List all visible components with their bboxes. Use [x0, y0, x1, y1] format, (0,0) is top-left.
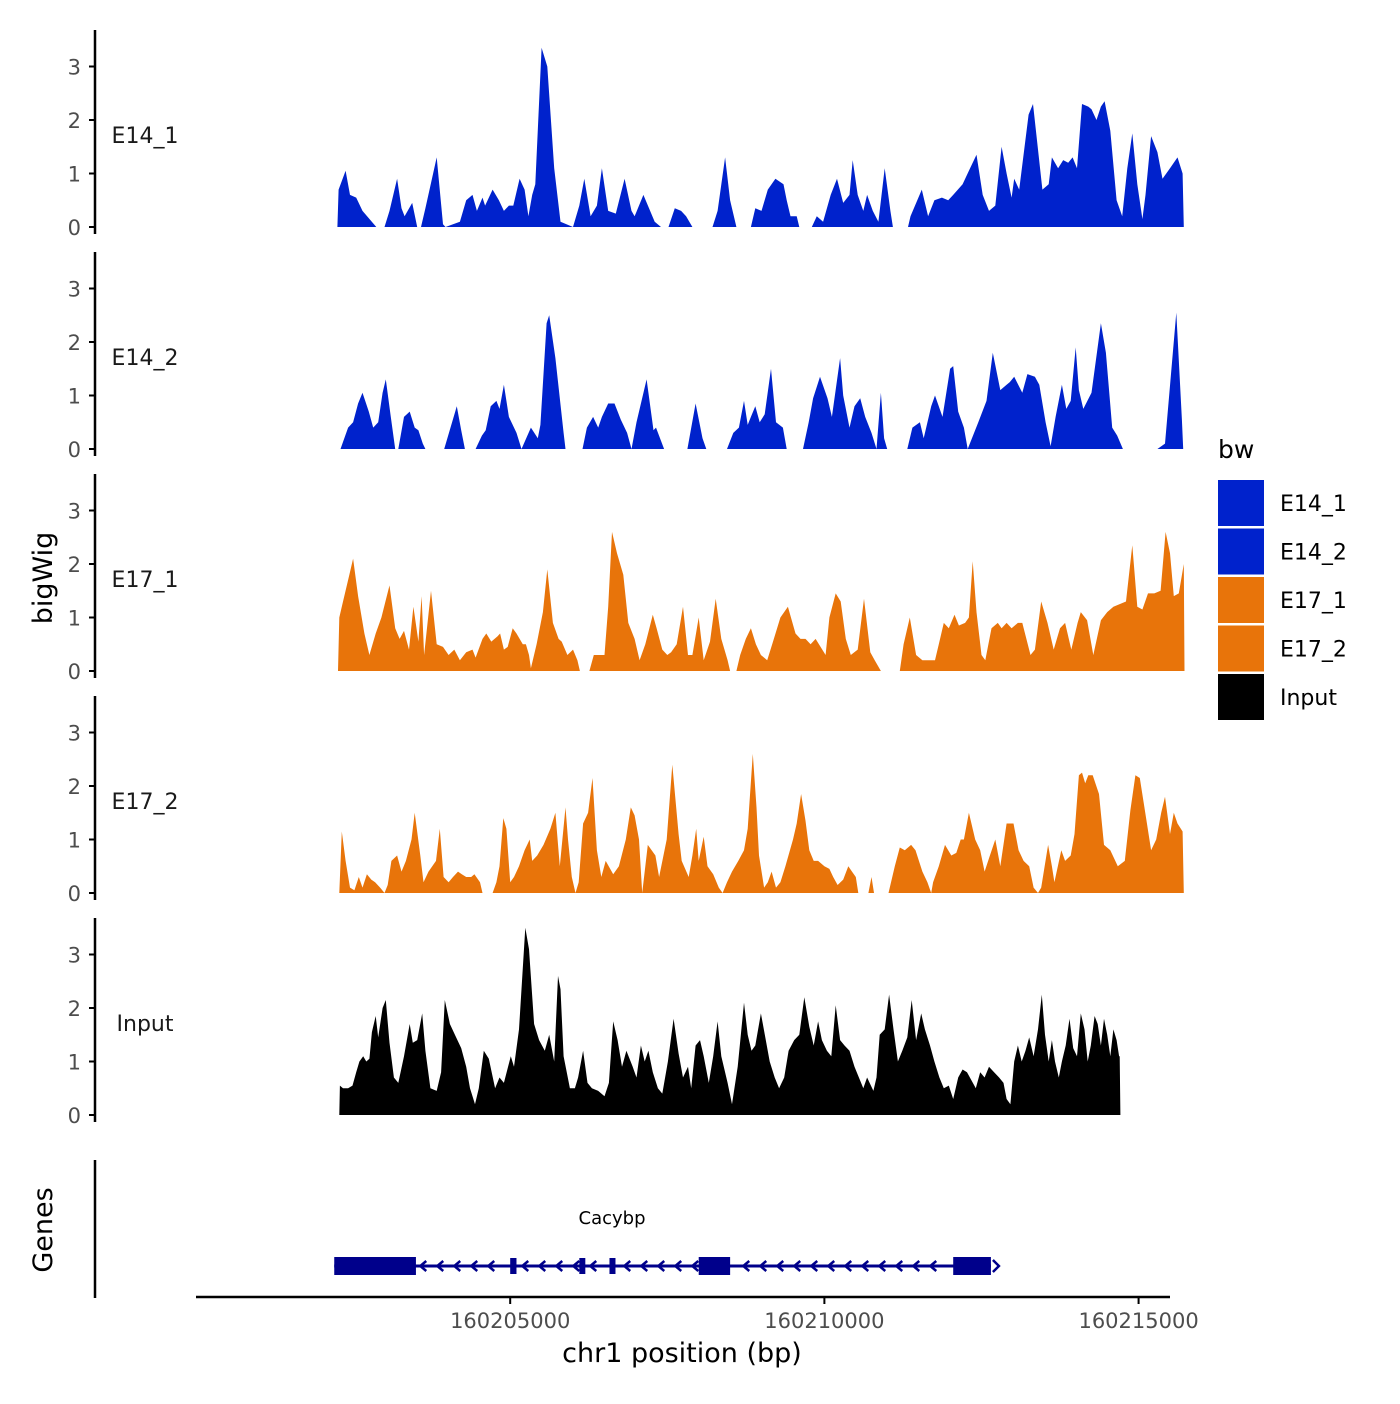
- strand-arrow: [928, 1260, 938, 1272]
- track-panel-Input: 0 1 2 3 Input: [68, 918, 1121, 1128]
- track-panel-E17_2: 0 1 2 3 E17_2: [68, 696, 1184, 906]
- strand-arrow: [554, 1260, 564, 1272]
- strand-arrow: [571, 1260, 581, 1272]
- strand-arrow: [486, 1260, 496, 1272]
- strand-arrow: [639, 1260, 649, 1272]
- y-tick-label: 1: [68, 607, 81, 631]
- y-tick-label: 3: [68, 944, 81, 968]
- strand-arrow: [690, 1260, 700, 1272]
- gene-exon: [698, 1257, 731, 1275]
- strand-arrow: [843, 1260, 853, 1272]
- track-label-E14_2: E14_2: [112, 346, 179, 371]
- strand-arrow: [673, 1260, 683, 1272]
- track-panel-E14_1: 0 1 2 3 E14_1: [68, 30, 1184, 240]
- strand-arrow: [860, 1260, 870, 1272]
- track-label-E14_1: E14_1: [112, 124, 179, 149]
- gene-exon: [609, 1258, 616, 1274]
- y-tick-label: 0: [68, 438, 81, 462]
- legend-label-E17_2: E17_2: [1280, 638, 1347, 663]
- strand-arrow: [775, 1260, 785, 1272]
- legend-label-E17_1: E17_1: [1280, 589, 1347, 614]
- legend-swatch-E17_2: [1218, 625, 1264, 672]
- gene-exon: [953, 1257, 991, 1275]
- genes-axis-label: Genes: [28, 1187, 59, 1272]
- gene-exon: [334, 1257, 416, 1275]
- strand-arrow: [792, 1260, 802, 1272]
- y-tick-label: 3: [68, 500, 81, 524]
- strand-arrow: [418, 1260, 428, 1272]
- x-axis-label: chr1 position (bp): [562, 1338, 802, 1369]
- x-tick-label: 160215000: [1078, 1309, 1198, 1333]
- y-tick-label: 0: [68, 882, 81, 906]
- strand-arrow: [588, 1260, 598, 1272]
- legend: bw E14_1 E14_2 E17_1 E17_2 Input: [1218, 435, 1347, 720]
- strand-arrow: [809, 1260, 819, 1272]
- legend-swatch-E17_1: [1218, 577, 1264, 623]
- track-label-Input: Input: [117, 1012, 174, 1037]
- strand-arrow: [826, 1260, 836, 1272]
- signal-area-Input: [339, 927, 1121, 1115]
- strand-arrow: [520, 1260, 530, 1272]
- legend-label-E14_2: E14_2: [1280, 541, 1347, 566]
- y-tick-label: 3: [68, 278, 81, 302]
- strand-arrow: [452, 1260, 462, 1272]
- y-tick-label: 0: [68, 216, 81, 240]
- legend-swatch-E14_1: [1218, 480, 1264, 526]
- track-label-E17_2: E17_2: [112, 790, 179, 815]
- y-tick-label: 2: [68, 553, 81, 577]
- y-tick-label: 2: [68, 331, 81, 355]
- legend-swatch-Input: [1218, 674, 1264, 720]
- x-axis: 160205000 160210000 160215000: [196, 1295, 1199, 1333]
- signal-area-E17_2: [339, 753, 1184, 893]
- y-tick-label: 1: [68, 385, 81, 409]
- gene-exon: [510, 1258, 517, 1274]
- track-panel-E14_2: 0 1 2 3 E14_2: [68, 252, 1184, 462]
- gene-name-label: Cacybp: [579, 1208, 646, 1229]
- y-tick-label: 1: [68, 163, 81, 187]
- y-tick-label: 1: [68, 1051, 81, 1075]
- y-tick-label: 2: [68, 997, 81, 1021]
- strand-arrow: [622, 1260, 632, 1272]
- signal-area-E14_1: [337, 47, 1184, 227]
- legend-title: bw: [1218, 435, 1254, 464]
- strand-arrow: [758, 1260, 768, 1272]
- y-tick-label: 0: [68, 1104, 81, 1128]
- strand-arrow: [656, 1260, 666, 1272]
- y-tick-label: 1: [68, 829, 81, 853]
- legend-swatch-E14_2: [1218, 528, 1264, 575]
- signal-area-E17_1: [338, 531, 1185, 671]
- x-tick-label: 160205000: [450, 1309, 570, 1333]
- strand-arrow: [469, 1260, 479, 1272]
- track-panels: 0 1 2 3 E14_1 0 1 2 3 E14_2 0 1 2 3 E17_1 0 1 2 3 E17_2 0 1 2 3…: [68, 30, 1185, 1128]
- y-tick-label: 0: [68, 660, 81, 684]
- strand-arrow: [435, 1260, 445, 1272]
- y-axis-label: bigWig: [28, 532, 59, 625]
- y-tick-label: 3: [68, 56, 81, 80]
- strand-arrow: [894, 1260, 904, 1272]
- strand-arrow: [537, 1260, 547, 1272]
- gene-exon: [579, 1258, 586, 1274]
- gene-end-marker: [992, 1259, 1001, 1273]
- track-label-E17_1: E17_1: [112, 568, 179, 593]
- signal-area-E14_2: [340, 312, 1184, 449]
- y-tick-label: 3: [68, 722, 81, 746]
- strand-arrow: [911, 1260, 921, 1272]
- y-tick-label: 2: [68, 109, 81, 133]
- x-tick-label: 160210000: [764, 1309, 884, 1333]
- y-tick-label: 2: [68, 775, 81, 799]
- strand-arrow: [741, 1260, 751, 1272]
- track-panel-E17_1: 0 1 2 3 E17_1: [68, 474, 1185, 684]
- strand-arrow: [877, 1260, 887, 1272]
- legend-label-E14_1: E14_1: [1280, 492, 1347, 517]
- gene-track-panel: Cacybp: [93, 1160, 1001, 1298]
- legend-label-Input: Input: [1280, 686, 1337, 711]
